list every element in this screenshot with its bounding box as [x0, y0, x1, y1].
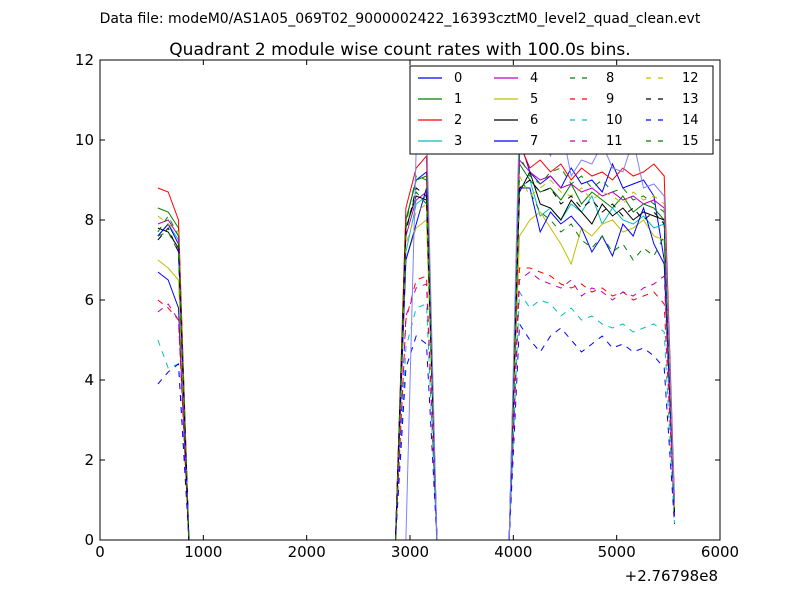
x-tick-label: 2000: [288, 543, 326, 561]
x-axis-offset-text: +2.76798e8: [625, 567, 718, 585]
legend-label-5: 5: [530, 92, 538, 107]
legend-label-14: 14: [682, 113, 699, 128]
series-line-11: [157, 271, 675, 541]
legend-label-4: 4: [530, 71, 538, 86]
x-tick-label: 5000: [598, 543, 636, 561]
y-tick-label: 0: [84, 531, 94, 549]
legend-label-0: 0: [454, 71, 462, 86]
legend-label-15: 15: [682, 134, 699, 149]
x-tick-label: 4000: [494, 543, 532, 561]
legend-label-12: 12: [682, 71, 699, 86]
y-tick-label: 8: [84, 211, 94, 229]
y-tick-label: 12: [75, 51, 94, 69]
x-tick-label: 0: [95, 543, 105, 561]
x-tick-label: 3000: [391, 543, 429, 561]
legend-label-10: 10: [606, 113, 623, 128]
series-line-10: [157, 290, 675, 541]
y-tick-label: 4: [84, 371, 94, 389]
y-tick-label: 10: [75, 131, 94, 149]
legend-label-11: 11: [606, 134, 623, 149]
x-axis-ticks: 0 1000 2000 3000 4000 5000 6000: [95, 60, 739, 561]
y-tick-label: 6: [84, 291, 94, 309]
x-tick-label: 1000: [184, 543, 222, 561]
chart-title: Quadrant 2 module wise count rates with …: [169, 40, 630, 60]
legend-label-3: 3: [454, 134, 462, 149]
legend-label-1: 1: [454, 92, 462, 107]
legend-label-6: 6: [530, 113, 538, 128]
legend-frame: [409, 65, 714, 155]
legend-label-9: 9: [606, 92, 614, 107]
legend-label-8: 8: [606, 71, 614, 86]
x-tick-label: 6000: [701, 543, 739, 561]
legend-label-13: 13: [682, 92, 699, 107]
series-line-14: [157, 322, 675, 541]
legend-label-7: 7: [530, 134, 538, 149]
y-tick-label: 2: [84, 451, 94, 469]
figure-suptitle: Data file: modeM0/AS1A05_069T02_90000024…: [100, 11, 701, 27]
legend-label-2: 2: [454, 113, 462, 128]
